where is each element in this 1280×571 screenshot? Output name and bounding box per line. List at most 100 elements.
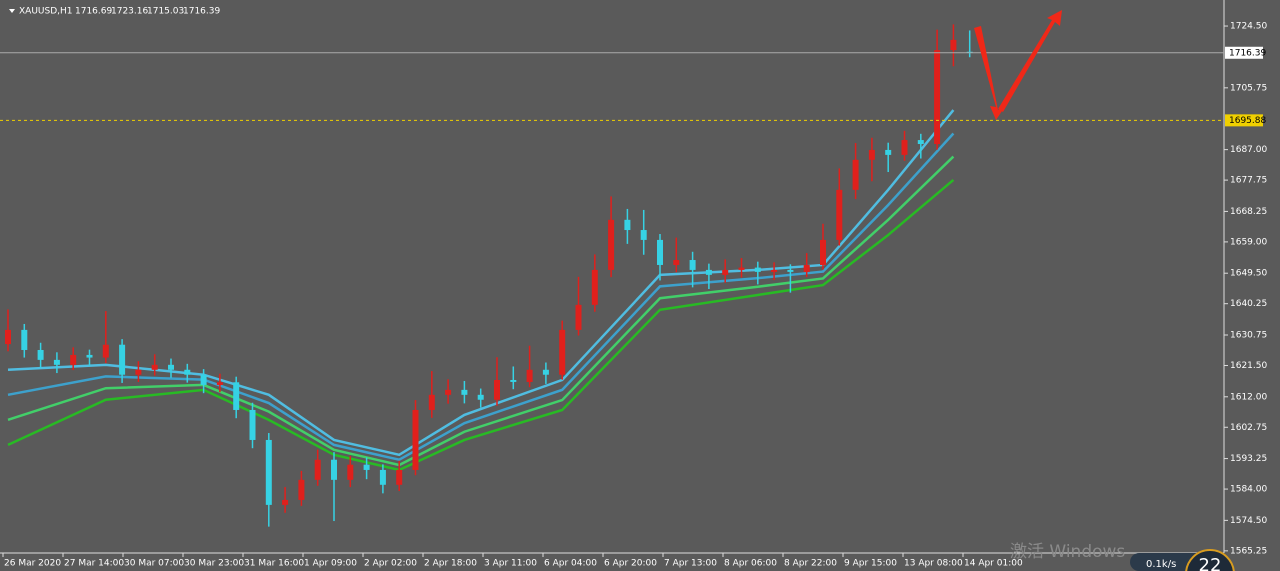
y-tick-label: 1677.75: [1230, 176, 1267, 186]
y-tick-label: 1602.75: [1230, 423, 1267, 433]
counter-widget[interactable]: [1185, 549, 1235, 571]
y-tick-label: 1649.50: [1230, 269, 1267, 279]
candle-body: [591, 269, 598, 305]
x-tick-label: 14 Apr 01:00: [964, 559, 1023, 569]
y-tick-label: 1668.25: [1230, 207, 1267, 217]
candle-body: [657, 239, 663, 265]
symbol: XAUUSD,H1: [19, 7, 73, 17]
candle-body: [673, 260, 680, 265]
candle-body: [5, 329, 11, 345]
candle-body: [428, 394, 435, 410]
watermark: 激活 Windows: [1010, 542, 1125, 562]
candle-body: [265, 439, 272, 505]
speed: 0.1k/s: [1146, 559, 1176, 570]
candle-body: [624, 219, 631, 231]
candle-body: [37, 349, 44, 360]
x-tick-label: 2 Apr 18:00: [424, 559, 477, 569]
candle-body: [331, 459, 337, 480]
y-tick-label: 1574.50: [1230, 516, 1267, 526]
candle-body: [461, 389, 468, 395]
candle-body: [640, 230, 647, 240]
candle-body: [803, 264, 810, 272]
axis: 1724.50 1705.75 1687.00 1677.75 1668.25 1659.…: [0, 22, 1267, 569]
candle-body: [412, 409, 419, 470]
candle-body: [347, 464, 354, 480]
candle-body: [445, 389, 452, 395]
candle-body: [575, 304, 582, 330]
y-tick-label: 1584.00: [1230, 485, 1267, 495]
y-tick-label: 1630.75: [1230, 330, 1267, 340]
header-value: 1715.03: [147, 7, 184, 17]
candle-body: [249, 409, 256, 440]
level-label: 1695.88: [1229, 116, 1266, 126]
candle-body: [836, 189, 843, 240]
candle-body: [526, 369, 533, 382]
candle-body: [494, 379, 500, 400]
candle-body: [705, 269, 712, 275]
counter: 22: [1199, 555, 1222, 571]
header-value: 1716.69: [75, 7, 112, 17]
x-tick-label: 1 Apr 09:00: [304, 559, 357, 569]
candles: [5, 24, 973, 527]
x-tick-label: 27 Mar 14:00: [64, 559, 124, 569]
y-tick-label: 1724.50: [1230, 22, 1267, 32]
candle-body: [21, 329, 28, 350]
bid-label: 1716.39: [1229, 48, 1266, 58]
candle-body: [135, 369, 142, 375]
level-label-box: [1225, 114, 1263, 127]
x-tick-label: 8 Apr 06:00: [724, 559, 777, 569]
x-tick-label: 30 Mar 23:00: [184, 559, 244, 569]
x-tick-label: 2 Apr 02:00: [364, 559, 417, 569]
x-tick-label: 6 Apr 04:00: [544, 559, 597, 569]
candle-body: [868, 149, 875, 160]
y-tick-label: 1687.00: [1230, 145, 1267, 155]
x-tick-label: 26 Mar 2020: [4, 559, 61, 569]
candle-body: [852, 159, 859, 190]
candle-body: [722, 269, 729, 275]
candle-body: [559, 329, 566, 375]
candle-body: [787, 269, 794, 272]
candle-body: [184, 369, 191, 375]
candle-body: [314, 459, 321, 480]
bid-label-box: [1225, 46, 1263, 59]
candle-body: [477, 394, 484, 400]
y-tick-label: 1593.25: [1230, 454, 1267, 464]
candle-body: [689, 260, 696, 270]
header-value: 1716.39: [183, 7, 220, 17]
candle-body: [216, 382, 223, 385]
x-tick-label: 6 Apr 20:00: [604, 559, 657, 569]
candle-body: [119, 344, 126, 375]
candle-body: [934, 50, 941, 145]
arrow-up: [998, 10, 1062, 112]
candle-body: [379, 469, 386, 485]
candle-body: [233, 382, 240, 410]
x-tick-label: 30 Mar 07:00: [124, 559, 184, 569]
candle-body: [86, 354, 93, 358]
arrow-down: [974, 26, 1004, 120]
candle-body: [363, 464, 370, 470]
y-tick-label: 1659.00: [1230, 237, 1267, 247]
candle-body: [542, 369, 549, 375]
candle-body: [282, 499, 289, 505]
candle-body: [917, 140, 924, 145]
candle-body: [771, 269, 778, 272]
menu-arrow[interactable]: [9, 9, 15, 13]
candle-body: [298, 479, 305, 500]
candle-body: [168, 364, 174, 370]
header-value: 1723.16: [111, 7, 148, 17]
candle-body: [754, 267, 761, 272]
x-tick-label: 13 Apr 08:00: [904, 559, 963, 569]
x-tick-label: 9 Apr 15:00: [844, 559, 897, 569]
candle-body: [950, 39, 957, 51]
x-tick-label: 3 Apr 11:00: [484, 559, 537, 569]
candle-body: [510, 379, 517, 382]
candle-body: [738, 267, 745, 270]
x-tick-label: 7 Apr 13:00: [664, 559, 717, 569]
y-tick-label: 1640.25: [1230, 299, 1267, 309]
x-tick-label: 31 Mar 16:00: [244, 559, 304, 569]
candle-body: [53, 359, 60, 365]
